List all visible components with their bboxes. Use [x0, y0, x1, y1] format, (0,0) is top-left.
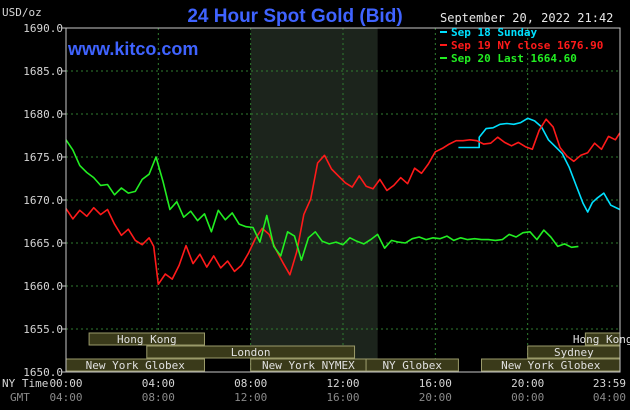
gmt-tick-label: 12:00	[234, 391, 267, 404]
legend-entry: Sep 19 NY close 1676.90	[451, 39, 603, 52]
price-series	[65, 117, 621, 286]
gmt-axis-ticks: 04:00 08:00 12:00 16:00 20:00 00:00 04:00	[49, 391, 626, 404]
y-tick-label: 1670.0	[23, 194, 63, 207]
y-axis-unit: USD/oz	[2, 6, 42, 19]
market-session-label: Sydney	[554, 346, 594, 359]
series-line	[65, 118, 621, 286]
gmt-tick-label: 04:00	[49, 391, 82, 404]
x-tick-label: 23:59	[593, 377, 626, 390]
market-session-bar	[88, 332, 205, 346]
y-tick-label: 1650.0	[23, 366, 63, 379]
market-session-label: Hong Kong	[573, 333, 630, 346]
gmt-tick-label: 08:00	[142, 391, 175, 404]
ny-time-label: NY Time	[2, 377, 48, 390]
gmt-tick-label: 16:00	[326, 391, 359, 404]
gmt-label: GMT	[10, 391, 30, 404]
nymex-shaded-region	[250, 28, 378, 372]
market-session-label: London	[231, 346, 271, 359]
market-session-bar	[146, 345, 356, 359]
x-axis-ticks: 00:00 04:00 08:00 12:00 16:00 20:00 23:59	[49, 377, 626, 390]
y-axis-ticks: 1650.0 1655.0 1660.0 1665.0 1670.0 1675.0 1680…	[23, 22, 66, 379]
series-line	[65, 139, 579, 262]
x-tick-label: 12:00	[326, 377, 359, 390]
shaded-session-band	[250, 28, 378, 372]
timestamp: September 20, 2022 21:42	[440, 11, 613, 25]
y-tick-label: 1660.0	[23, 280, 63, 293]
y-tick-label: 1675.0	[23, 151, 63, 164]
y-tick-label: 1665.0	[23, 237, 63, 250]
series-line	[458, 117, 621, 213]
gmt-tick-label: 20:00	[419, 391, 452, 404]
legend-entry: Sep 18 Sunday	[451, 26, 537, 39]
market-session-label: Hong Kong	[117, 333, 177, 346]
x-tick-label: 16:00	[419, 377, 452, 390]
gmt-tick-label: 00:00	[511, 391, 544, 404]
y-tick-label: 1655.0	[23, 323, 63, 336]
market-session-label: New York Globex	[86, 359, 186, 372]
y-tick-label: 1685.0	[23, 65, 63, 78]
x-tick-label: 20:00	[511, 377, 544, 390]
x-tick-label: 00:00	[49, 377, 82, 390]
chart-title: 24 Hour Spot Gold (Bid)	[187, 6, 402, 27]
x-tick-label: 04:00	[142, 377, 175, 390]
market-session-label: New York Globex	[501, 359, 601, 372]
y-tick-label: 1680.0	[23, 108, 63, 121]
market-session-bar	[365, 358, 459, 372]
market-session-label: New York NYMEX	[262, 359, 355, 372]
market-session-label: NY Globex	[382, 359, 442, 372]
legend-entry: Sep 20 Last 1664.60	[451, 52, 577, 65]
x-tick-label: 08:00	[234, 377, 267, 390]
site-watermark: www.kitco.com	[67, 39, 198, 59]
y-tick-label: 1690.0	[23, 22, 63, 35]
gmt-tick-label: 04:00	[593, 391, 626, 404]
